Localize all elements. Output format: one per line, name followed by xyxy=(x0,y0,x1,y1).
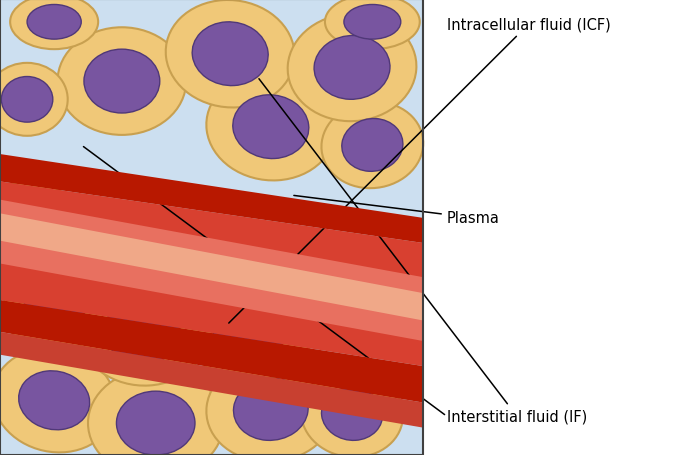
Ellipse shape xyxy=(314,36,390,100)
Ellipse shape xyxy=(192,23,268,86)
Ellipse shape xyxy=(1,77,53,123)
Ellipse shape xyxy=(58,28,186,136)
Ellipse shape xyxy=(233,96,309,159)
Ellipse shape xyxy=(344,5,401,40)
Polygon shape xyxy=(0,200,423,341)
Ellipse shape xyxy=(84,50,160,114)
Text: Plasma: Plasma xyxy=(294,196,500,226)
Ellipse shape xyxy=(213,296,288,359)
Ellipse shape xyxy=(78,278,206,386)
Ellipse shape xyxy=(3,266,105,353)
Ellipse shape xyxy=(166,1,294,108)
Ellipse shape xyxy=(27,5,81,40)
Text: Intracellular fluid (ICF): Intracellular fluid (ICF) xyxy=(229,18,611,324)
Ellipse shape xyxy=(0,64,68,136)
Ellipse shape xyxy=(116,391,195,455)
FancyBboxPatch shape xyxy=(0,0,423,455)
Ellipse shape xyxy=(234,379,308,440)
Polygon shape xyxy=(0,214,423,321)
Bar xyxy=(0,0,423,455)
Polygon shape xyxy=(0,300,423,403)
Ellipse shape xyxy=(104,300,180,364)
Polygon shape xyxy=(0,332,423,428)
Ellipse shape xyxy=(24,283,85,336)
Ellipse shape xyxy=(301,371,403,455)
Ellipse shape xyxy=(206,74,335,181)
Polygon shape xyxy=(0,155,423,243)
Ellipse shape xyxy=(322,388,383,440)
Ellipse shape xyxy=(19,371,89,430)
Ellipse shape xyxy=(88,369,223,455)
Ellipse shape xyxy=(206,357,335,455)
Ellipse shape xyxy=(288,15,416,122)
Ellipse shape xyxy=(186,274,315,381)
Ellipse shape xyxy=(322,102,423,189)
Ellipse shape xyxy=(0,349,116,452)
Ellipse shape xyxy=(342,119,403,172)
Ellipse shape xyxy=(0,182,81,273)
Ellipse shape xyxy=(0,199,60,256)
Polygon shape xyxy=(0,182,423,366)
Text: Interstitial fluid (IF): Interstitial fluid (IF) xyxy=(259,80,587,424)
Ellipse shape xyxy=(10,0,98,50)
Ellipse shape xyxy=(325,0,420,50)
